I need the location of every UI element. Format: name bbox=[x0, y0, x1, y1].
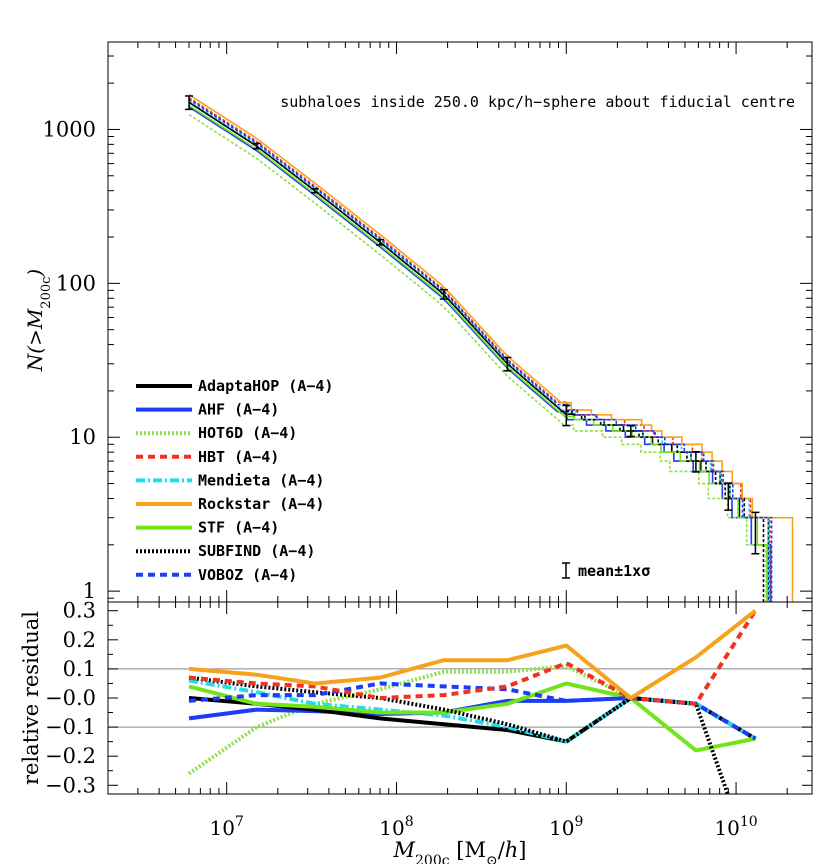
residual-mendieta bbox=[188, 678, 757, 744]
curve-subfind bbox=[188, 101, 765, 602]
curve-voboz bbox=[188, 98, 773, 602]
residual-tick-label: −0.0 bbox=[45, 686, 96, 710]
legend-label: SUBFIND (A−4) bbox=[198, 542, 315, 560]
legend-label: Mendieta (A−4) bbox=[198, 471, 324, 489]
legend-label: VOBOZ (A−4) bbox=[198, 566, 297, 584]
curve-hot6d bbox=[188, 114, 767, 602]
xlabel: M200c [M⊙/h] bbox=[393, 838, 527, 864]
legend-label: HBT (A−4) bbox=[198, 448, 279, 466]
legend-label: STF (A−4) bbox=[198, 519, 279, 537]
chart-annotation: subhaloes inside 250.0 kpc/h−sphere abou… bbox=[280, 93, 795, 111]
axis-ticks: 107 108 109 1010 1 10 100 1000 0.3 0.2 0.1 −0.0 −0.1… bbox=[43, 42, 812, 840]
y-tick-label: 10 bbox=[69, 425, 96, 449]
top-ylabel: N(>M200c) bbox=[23, 269, 54, 372]
top-panel-curves bbox=[188, 93, 794, 602]
y-tick-label: 1000 bbox=[43, 117, 96, 141]
residual-stf bbox=[188, 681, 756, 753]
residual-rockstar bbox=[188, 609, 757, 700]
bottom-panel-curves bbox=[187, 609, 758, 794]
residual-tick-label: −0.1 bbox=[45, 715, 96, 739]
residual-tick-label: 0.2 bbox=[63, 628, 96, 652]
x-tick-label: 109 bbox=[549, 814, 583, 840]
errorbar-key: mean±1xσ bbox=[562, 562, 650, 580]
curve-rockstar bbox=[188, 93, 794, 602]
residual-tick-label: 0.1 bbox=[63, 657, 96, 681]
legend-label: AdaptaHOP (A−4) bbox=[198, 377, 333, 395]
x-tick-label: 107 bbox=[209, 814, 243, 840]
residual-tick-label: −0.2 bbox=[45, 744, 96, 768]
residual-hot6d bbox=[187, 664, 757, 776]
residual-tick-label: −0.3 bbox=[45, 773, 96, 797]
legend-label: AHF (A−4) bbox=[198, 401, 279, 419]
residual-subfind bbox=[188, 675, 730, 794]
legend-label: HOT6D (A−4) bbox=[198, 424, 297, 442]
x-tick-label: 108 bbox=[379, 814, 413, 840]
residual-tick-label: 0.3 bbox=[63, 599, 96, 623]
top-panel-errorbars bbox=[185, 95, 760, 555]
residual-voboz bbox=[188, 681, 757, 741]
curve-stf bbox=[188, 104, 768, 602]
y-tick-label: 100 bbox=[56, 271, 96, 295]
bottom-ylabel: relative residual bbox=[19, 611, 43, 785]
curve-hbt bbox=[188, 97, 771, 602]
errorbar-key-label: mean±1xσ bbox=[578, 562, 650, 580]
residual-hbt bbox=[188, 609, 758, 706]
legend-label: Rockstar (A−4) bbox=[198, 495, 324, 513]
legend: AdaptaHOP (A−4) AHF (A−4) HOT6D (A−4) HBT (… bbox=[136, 377, 333, 584]
x-tick-label: 1010 bbox=[714, 814, 757, 840]
y-tick-label: 1 bbox=[83, 579, 96, 603]
